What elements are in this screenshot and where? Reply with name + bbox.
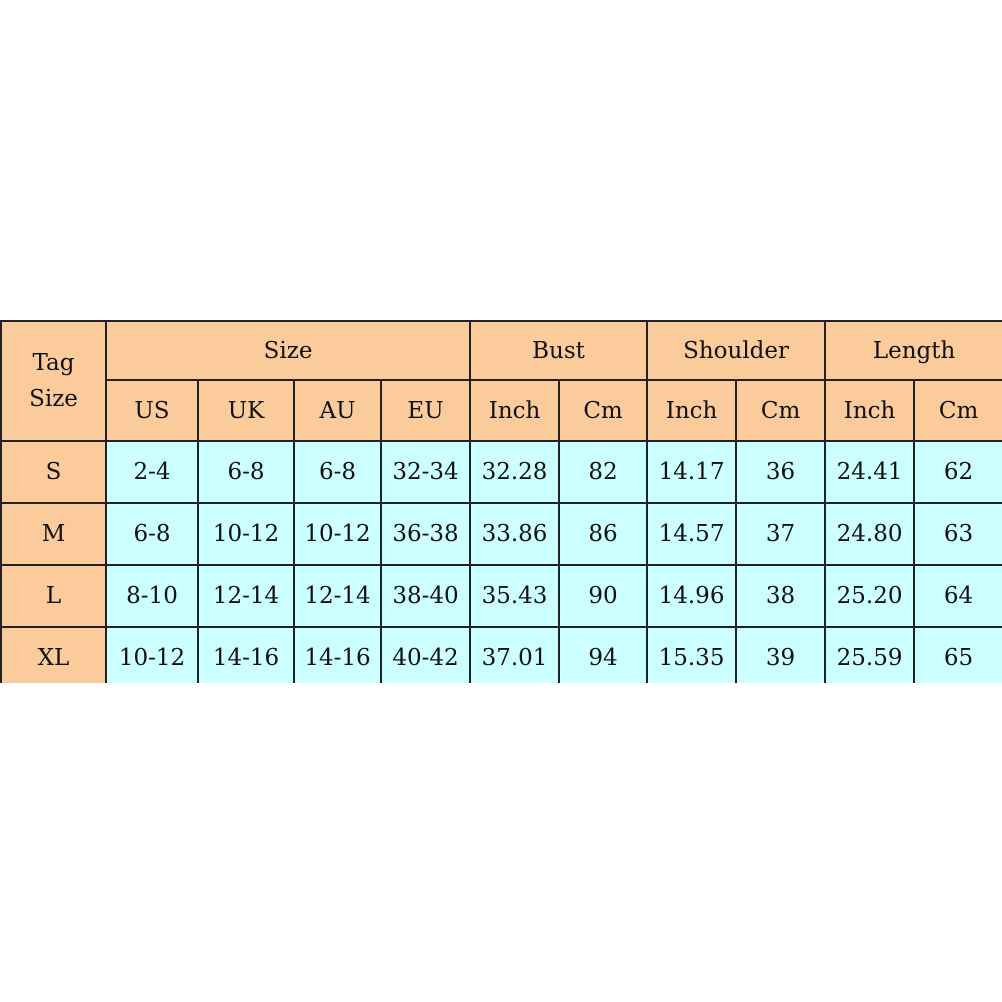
value-cell: 10-12 (105, 626, 199, 683)
value-cell: 37.01 (469, 626, 561, 683)
tag-size-cell: M (0, 502, 107, 566)
value-cell: 65 (913, 626, 1002, 683)
subheader-cell: AU (293, 379, 382, 442)
value-cell: 94 (558, 626, 649, 683)
value-cell: 36-38 (379, 502, 472, 566)
value-cell: 15.35 (646, 626, 738, 683)
subheader-cell: Inch (824, 379, 916, 442)
subheader-cell: EU (379, 379, 472, 442)
tag-size-header: Tag Size (0, 320, 107, 442)
table-row: S 2-4 6-8 6-8 32-34 32.28 82 14.17 36 24.41 62 (0, 440, 1002, 504)
value-cell: 24.80 (824, 502, 916, 566)
length-header: Length (824, 320, 1002, 381)
value-cell: 14.96 (646, 564, 738, 628)
value-cell: 12-14 (197, 564, 295, 628)
value-cell: 64 (913, 564, 1002, 628)
value-cell: 2-4 (105, 440, 199, 504)
value-cell: 90 (558, 564, 649, 628)
table-row: M 6-8 10-12 10-12 36-38 33.86 86 14.57 37 24.80 63 (0, 502, 1002, 566)
value-cell: 14-16 (293, 626, 382, 683)
value-cell: 33.86 (469, 502, 561, 566)
shoulder-header: Shoulder (646, 320, 827, 381)
subheader-cell: Cm (558, 379, 649, 442)
value-cell: 14.17 (646, 440, 738, 504)
value-cell: 37 (735, 502, 827, 566)
value-cell: 36 (735, 440, 827, 504)
value-cell: 32-34 (379, 440, 472, 504)
value-cell: 63 (913, 502, 1002, 566)
tag-size-cell: XL (0, 626, 107, 683)
subheader-cell: Inch (469, 379, 561, 442)
bust-header: Bust (469, 320, 649, 381)
value-cell: 6-8 (293, 440, 382, 504)
subheader-cell: US (105, 379, 199, 442)
value-cell: 10-12 (197, 502, 295, 566)
tag-size-cell: L (0, 564, 107, 628)
value-cell: 25.20 (824, 564, 916, 628)
size-table: Tag Size Size Bust Shoulder Length US UK A… (0, 320, 1002, 683)
value-cell: 38 (735, 564, 827, 628)
value-cell: 40-42 (379, 626, 472, 683)
size-chart: Tag Size Size Bust Shoulder Length US UK A… (0, 320, 1002, 683)
value-cell: 8-10 (105, 564, 199, 628)
value-cell: 35.43 (469, 564, 561, 628)
value-cell: 14.57 (646, 502, 738, 566)
tag-size-cell: S (0, 440, 107, 504)
table-row: XL 10-12 14-16 14-16 40-42 37.01 94 15.35 39 25.5… (0, 626, 1002, 683)
value-cell: 38-40 (379, 564, 472, 628)
value-cell: 24.41 (824, 440, 916, 504)
value-cell: 12-14 (293, 564, 382, 628)
value-cell: 10-12 (293, 502, 382, 566)
value-cell: 39 (735, 626, 827, 683)
subheader-cell: Inch (646, 379, 738, 442)
subheader-cell: Cm (913, 379, 1002, 442)
subheader-cell: UK (197, 379, 295, 442)
table-row: L 8-10 12-14 12-14 38-40 35.43 90 14.96 38 25.20 6… (0, 564, 1002, 628)
value-cell: 86 (558, 502, 649, 566)
value-cell: 14-16 (197, 626, 295, 683)
value-cell: 6-8 (105, 502, 199, 566)
value-cell: 6-8 (197, 440, 295, 504)
value-cell: 82 (558, 440, 649, 504)
subheader-cell: Cm (735, 379, 827, 442)
value-cell: 32.28 (469, 440, 561, 504)
value-cell: 25.59 (824, 626, 916, 683)
size-header: Size (104, 320, 472, 381)
value-cell: 62 (913, 440, 1002, 504)
